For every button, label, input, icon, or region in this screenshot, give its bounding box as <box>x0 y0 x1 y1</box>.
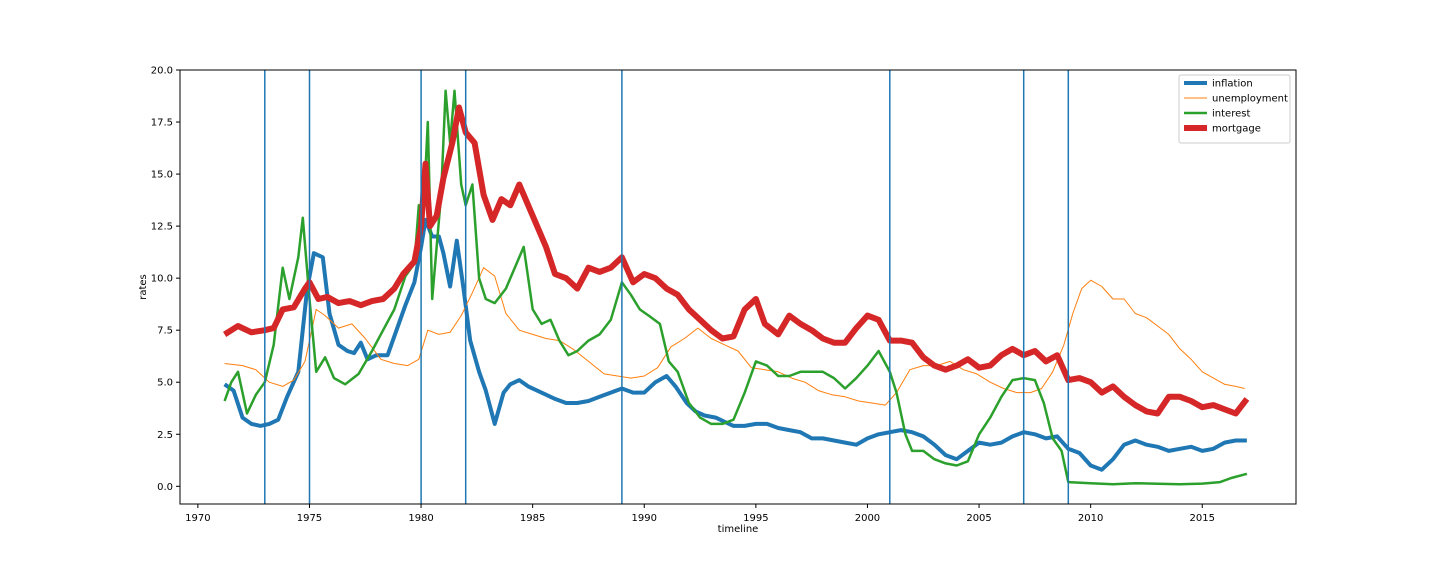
x-tick-label: 1980 <box>408 513 433 524</box>
axes-frame <box>179 69 1297 505</box>
x-tick-label: 1985 <box>520 513 545 524</box>
x-tick-label: 1975 <box>297 513 322 524</box>
x-tick-label: 1995 <box>743 513 768 524</box>
x-tick-label: 2005 <box>966 513 991 524</box>
legend-label-inflation: inflation <box>1212 79 1253 90</box>
x-tick-label: 2010 <box>1078 513 1103 524</box>
x-axis-ticks: 1970 1975 1980 1985 1990 1995 2000 2005 2010 2015 <box>185 504 1215 524</box>
y-tick-label: 0.0 <box>157 482 173 493</box>
series-line-mortgage <box>223 104 1250 417</box>
plot-area <box>223 70 1250 504</box>
x-tick-label: 2000 <box>855 513 880 524</box>
legend-label-unemployment: unemployment <box>1212 94 1288 105</box>
legend: inflation unemployment interest mortgage <box>1178 74 1291 144</box>
x-axis-label: timeline <box>718 524 759 535</box>
series-line-unemployment <box>224 267 1245 406</box>
y-axis-ticks: 0.0 2.5 5.0 7.5 10.0 12.5 15.0 17.5 20.0 <box>151 66 180 493</box>
y-tick-label: 5.0 <box>157 378 173 389</box>
legend-label-mortgage: mortgage <box>1212 124 1261 135</box>
y-tick-label: 7.5 <box>157 326 173 337</box>
x-tick-label: 1990 <box>632 513 657 524</box>
y-tick-label: 12.5 <box>151 222 173 233</box>
y-tick-label: 17.5 <box>151 118 173 129</box>
y-tick-label: 2.5 <box>157 430 173 441</box>
series-line-interest <box>223 89 1248 486</box>
x-tick-label: 1970 <box>185 513 210 524</box>
x-tick-label: 2015 <box>1190 513 1215 524</box>
legend-label-interest: interest <box>1212 109 1250 120</box>
y-tick-label: 20.0 <box>151 66 173 77</box>
y-tick-label: 10.0 <box>151 274 173 285</box>
y-tick-label: 15.0 <box>151 170 173 181</box>
y-axis-label: rates <box>138 274 149 300</box>
